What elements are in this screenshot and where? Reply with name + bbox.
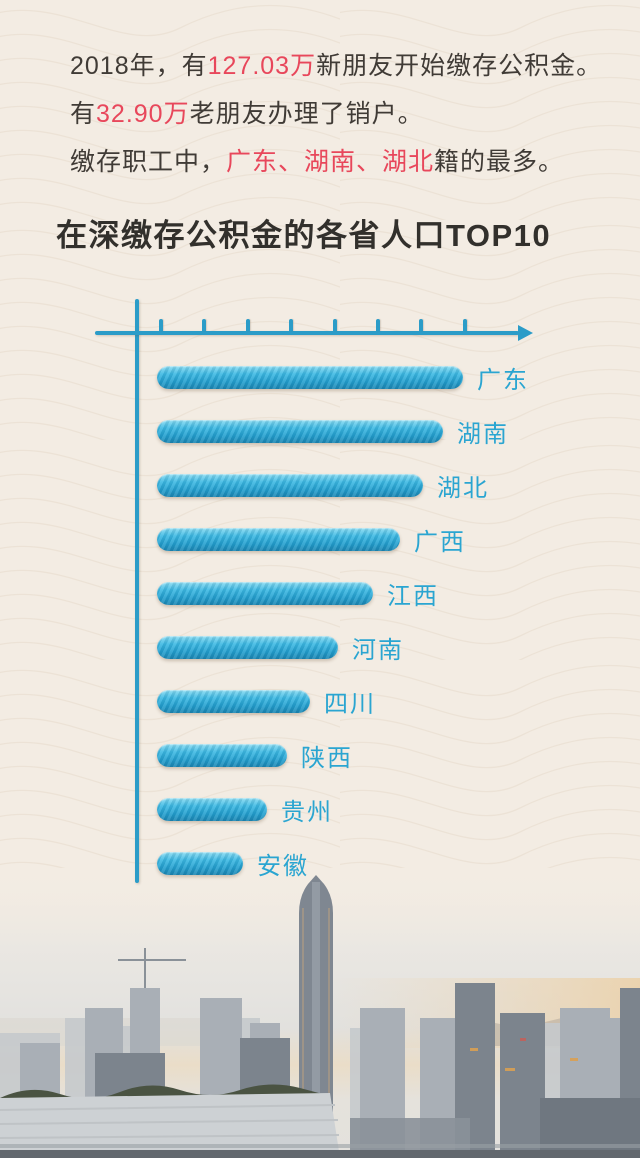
intro-line-1-highlight: 127.03万 <box>207 52 317 80</box>
bar-label: 湖北 <box>437 474 489 502</box>
chart-title: 在深缴存公积金的各省人口TOP10 <box>56 218 552 253</box>
axis-tick <box>202 319 207 331</box>
intro-line-1: 2018年，有127.03万新朋友开始缴存公积金。 <box>70 53 602 80</box>
bar <box>157 419 443 443</box>
intro-line-2-pre: 有 <box>70 100 97 128</box>
construction-crane <box>118 948 186 988</box>
bar-row: 贵州 <box>157 797 333 826</box>
bar-row: 江西 <box>157 581 439 610</box>
bar <box>157 365 463 389</box>
intro-line-3-post: 籍的最多。 <box>434 148 565 176</box>
axis-tick <box>245 319 250 331</box>
bar-row: 广东 <box>157 365 529 394</box>
y-axis-line <box>135 299 139 883</box>
bar <box>157 473 423 497</box>
intro-line-1-post: 新朋友开始缴存公积金。 <box>316 52 603 80</box>
intro-line-3: 缴存职工中，广东、湖南、湖北籍的最多。 <box>70 149 602 176</box>
bar-label: 贵州 <box>281 798 333 826</box>
axis-tick <box>159 319 163 331</box>
axis-tick <box>332 319 337 331</box>
intro-line-3-highlight: 广东、湖南、湖北 <box>226 148 435 176</box>
bar-label: 四川 <box>324 690 376 718</box>
shenzhen-skyline-photo <box>0 868 640 1158</box>
bar-label: 广东 <box>477 366 529 394</box>
intro-line-2-post: 老朋友办理了销户。 <box>189 100 424 128</box>
axis-tick <box>462 319 467 331</box>
bar-label: 广西 <box>414 528 466 556</box>
intro-line-2: 有32.90万老朋友办理了销户。 <box>70 101 602 128</box>
bar <box>157 689 310 713</box>
bar <box>157 797 267 821</box>
axis-arrow-icon <box>518 325 533 341</box>
intro-text: 2018年，有127.03万新朋友开始缴存公积金。 有32.90万老朋友办理了销… <box>70 53 602 197</box>
bar-row: 安徽 <box>157 851 309 880</box>
bar-row: 湖南 <box>157 419 509 448</box>
bar-label: 江西 <box>387 582 439 610</box>
bar-label: 安徽 <box>257 852 309 880</box>
bar-row: 陕西 <box>157 743 353 772</box>
lit-signs <box>470 1038 578 1071</box>
bar-label: 湖南 <box>457 420 509 448</box>
axis-tick <box>419 319 424 331</box>
x-axis-line <box>95 325 533 341</box>
axis-tick <box>376 319 380 331</box>
bar <box>157 527 400 551</box>
convention-center-foreground <box>0 1084 640 1158</box>
bar-row: 广西 <box>157 527 466 556</box>
bar-row: 河南 <box>157 635 404 664</box>
bar-label: 陕西 <box>301 744 353 772</box>
bar-row: 湖北 <box>157 473 489 502</box>
bar <box>157 635 338 659</box>
axis-tick <box>289 319 294 331</box>
pingan-tower <box>299 875 333 1158</box>
intro-line-2-highlight: 32.90万 <box>96 100 190 128</box>
bar-row: 四川 <box>157 689 376 718</box>
intro-line-1-pre: 2018年，有 <box>70 52 208 80</box>
intro-line-3-pre: 缴存职工中， <box>70 148 227 176</box>
bar-label: 河南 <box>352 636 404 664</box>
bar <box>157 851 243 875</box>
bar <box>157 743 287 767</box>
bar <box>157 581 373 605</box>
